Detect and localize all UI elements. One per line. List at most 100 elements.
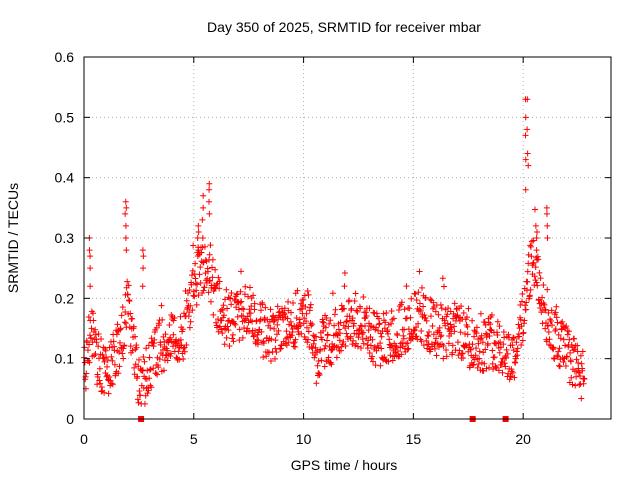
data-point: [444, 320, 451, 327]
data-point: [416, 268, 423, 275]
data-point: [121, 342, 128, 349]
data-point: [500, 328, 507, 335]
data-point: [321, 345, 328, 352]
data-point: [86, 247, 93, 254]
data-point: [116, 339, 123, 346]
data-point: [220, 312, 227, 319]
data-point: [239, 334, 246, 341]
data-point: [337, 319, 344, 326]
data-point: [473, 345, 480, 352]
data-point: [359, 336, 366, 343]
data-point: [551, 355, 558, 362]
data-point: [118, 312, 125, 319]
data-point: [532, 264, 539, 271]
data-point: [354, 308, 361, 315]
data-point: [283, 342, 290, 349]
data-point: [577, 352, 584, 359]
data-point: [553, 303, 560, 310]
data-point: [144, 390, 151, 397]
data-point: [296, 319, 303, 326]
data-point: [260, 354, 267, 361]
data-point: [116, 363, 123, 370]
data-point: [483, 365, 490, 372]
data-point: [171, 339, 178, 346]
data-point: [215, 274, 222, 281]
data-point: [345, 323, 352, 330]
data-point: [257, 307, 264, 314]
data-point: [158, 302, 165, 309]
data-point: [400, 335, 407, 342]
data-point: [323, 315, 330, 322]
data-point: [341, 283, 348, 290]
data-point: [388, 307, 395, 314]
data-point: [157, 341, 164, 348]
data-point: [284, 315, 291, 322]
data-point: [568, 374, 575, 381]
data-point: [425, 328, 432, 335]
data-point: [298, 330, 305, 337]
data-point: [411, 326, 418, 333]
data-point: [573, 356, 580, 363]
plot-frame: [83, 56, 612, 420]
data-point: [104, 363, 111, 370]
data-point: [86, 359, 93, 366]
data-point: [422, 294, 429, 301]
data-point: [258, 328, 265, 335]
data-point: [226, 343, 233, 350]
data-point: [440, 355, 447, 362]
data-point: [437, 301, 444, 308]
data-point: [312, 344, 319, 351]
data-point: [171, 314, 178, 321]
data-point: [464, 331, 471, 338]
data-point: [302, 303, 309, 310]
data-point: [120, 355, 127, 362]
data-point: [550, 344, 557, 351]
data-point: [337, 330, 344, 337]
data-point: [437, 333, 444, 340]
data-point: [477, 310, 484, 317]
data-point: [530, 259, 537, 266]
data-point: [458, 303, 465, 310]
data-point: [170, 317, 177, 324]
data-point: [377, 362, 384, 369]
data-point: [353, 307, 360, 314]
data-point: [560, 336, 567, 343]
data-point: [535, 256, 542, 263]
data-point: [573, 373, 580, 380]
data-point: [308, 344, 315, 351]
data-point: [227, 295, 234, 302]
data-point: [385, 358, 392, 365]
data-point: [369, 336, 376, 343]
data-point: [85, 313, 92, 320]
data-point: [252, 327, 259, 334]
data-point: [473, 324, 480, 331]
data-point: [111, 361, 118, 368]
y-tick-label: 0.4: [55, 170, 75, 186]
data-point: [372, 362, 379, 369]
data-point: [524, 268, 531, 275]
data-point: [176, 356, 183, 363]
data-point: [567, 358, 574, 365]
data-point: [87, 253, 94, 260]
data-point: [552, 326, 559, 333]
data-point: [343, 330, 350, 337]
data-point: [107, 377, 114, 384]
data-point: [108, 353, 115, 360]
data-point: [177, 336, 184, 343]
data-point: [522, 306, 529, 313]
data-point: [140, 354, 147, 361]
data-point: [352, 290, 359, 297]
data-point: [292, 343, 299, 350]
data-point: [399, 339, 406, 346]
data-point: [520, 329, 527, 336]
data-point: [364, 345, 371, 352]
data-point: [250, 292, 257, 299]
data-point: [325, 354, 332, 361]
data-point: [544, 286, 551, 293]
data-point: [322, 324, 329, 331]
data-point: [481, 318, 488, 325]
data-point: [510, 334, 517, 341]
data-point: [251, 332, 258, 339]
data-point: [359, 331, 366, 338]
data-point: [154, 371, 161, 378]
